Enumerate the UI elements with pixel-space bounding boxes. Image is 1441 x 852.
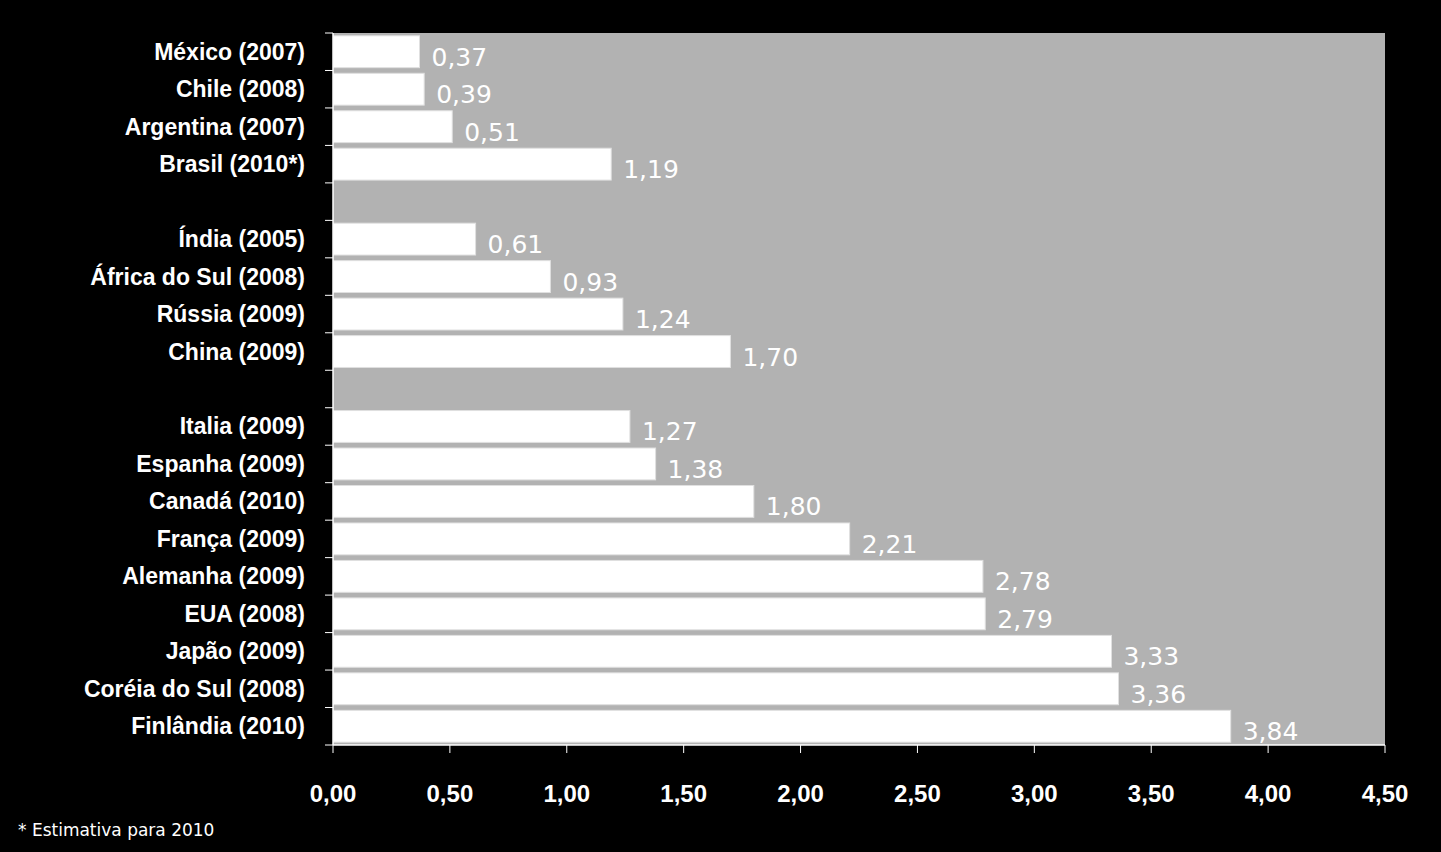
x-tick-label: 1,50 [660,780,707,807]
x-tick-label: 1,00 [543,780,590,807]
x-tick [1034,745,1035,753]
category-tick [325,482,333,483]
x-tick-label: 2,00 [777,780,824,807]
category-tick [325,370,333,371]
bar [333,336,730,368]
category-label: Alemanha (2009) [122,563,305,589]
bar [333,148,611,180]
category-label: Argentina (2007) [125,114,305,140]
category-tick [325,595,333,596]
bar [333,73,424,105]
bar [333,111,452,143]
data-label: 0,61 [488,230,544,259]
annotation: * Estimativa para 2010 [18,820,214,840]
x-tick [1151,745,1152,753]
x-tick [683,745,684,753]
data-label: 2,78 [995,567,1051,596]
category-label: África do Sul (2008) [90,263,305,290]
x-tick [1385,745,1386,753]
data-label: 2,79 [997,605,1053,634]
category-label: Rússia (2009) [157,301,305,327]
category-tick [325,145,333,146]
bar [333,36,419,68]
plot-area [333,33,1385,745]
data-label: 3,84 [1243,717,1299,746]
x-axis-line [333,744,1385,746]
category-label: Índia (2005) [178,225,305,252]
category-label: França (2009) [157,526,305,552]
bar [333,261,550,293]
category-tick [325,107,333,108]
bar [333,560,983,592]
category-tick [325,707,333,708]
data-label: 3,36 [1130,680,1186,709]
bar [333,411,630,443]
bar [333,598,985,630]
x-tick [917,745,918,753]
data-label: 1,80 [766,492,822,521]
category-label: Espanha (2009) [136,451,305,477]
bar [333,523,850,555]
category-tick [325,745,333,746]
category-tick [325,33,333,34]
x-tick-label: 3,50 [1128,780,1175,807]
x-tick [566,745,567,753]
category-tick [325,520,333,521]
category-tick [325,407,333,408]
category-label: EUA (2008) [184,601,305,627]
x-tick-label: 2,50 [894,780,941,807]
category-tick [325,332,333,333]
category-tick [325,445,333,446]
bar [333,485,754,517]
bar [333,223,476,255]
x-tick [449,745,450,753]
data-label: 0,37 [431,43,487,72]
data-label: 1,70 [742,343,798,372]
category-label: Italia (2009) [180,413,305,439]
category-label: Finlândia (2010) [131,713,305,739]
data-label: 3,33 [1123,642,1179,671]
data-label: 0,39 [436,80,492,109]
x-tick-label: 0,50 [427,780,474,807]
x-tick [800,745,801,753]
category-label: México (2007) [154,39,305,65]
category-label: Chile (2008) [176,76,305,102]
category-label: Coréia do Sul (2008) [84,676,305,702]
category-tick [325,670,333,671]
data-label: 0,93 [562,268,618,297]
category-label: Japão (2009) [166,638,305,664]
category-label: China (2009) [168,339,305,365]
y-axis-line [332,33,334,745]
background [0,0,1441,852]
category-tick [325,182,333,183]
category-tick [325,632,333,633]
category-tick [325,220,333,221]
x-tick-label: 4,50 [1362,780,1409,807]
bars [333,36,1231,742]
category-label: Brasil (2010*) [159,151,305,177]
data-label: 1,38 [668,455,724,484]
category-label: Canadá (2010) [149,488,305,514]
x-tick [333,745,334,753]
data-label: 1,19 [623,155,679,184]
data-label: 2,21 [862,530,918,559]
bar [333,635,1111,667]
x-tick-label: 4,00 [1245,780,1292,807]
chart: México (2007) Chile (2008) Argentina (2007… [0,0,1441,852]
category-tick [325,295,333,296]
x-tick-label: 0,00 [310,780,357,807]
bar [333,710,1231,742]
data-label: 1,24 [635,305,691,334]
category-tick [325,70,333,71]
data-label: 0,51 [464,118,520,147]
category-tick [325,557,333,558]
bar [333,448,656,480]
bar [333,673,1118,705]
x-tick-label: 3,00 [1011,780,1058,807]
bar [333,298,623,330]
category-tick [325,257,333,258]
data-label: 1,27 [642,417,698,446]
